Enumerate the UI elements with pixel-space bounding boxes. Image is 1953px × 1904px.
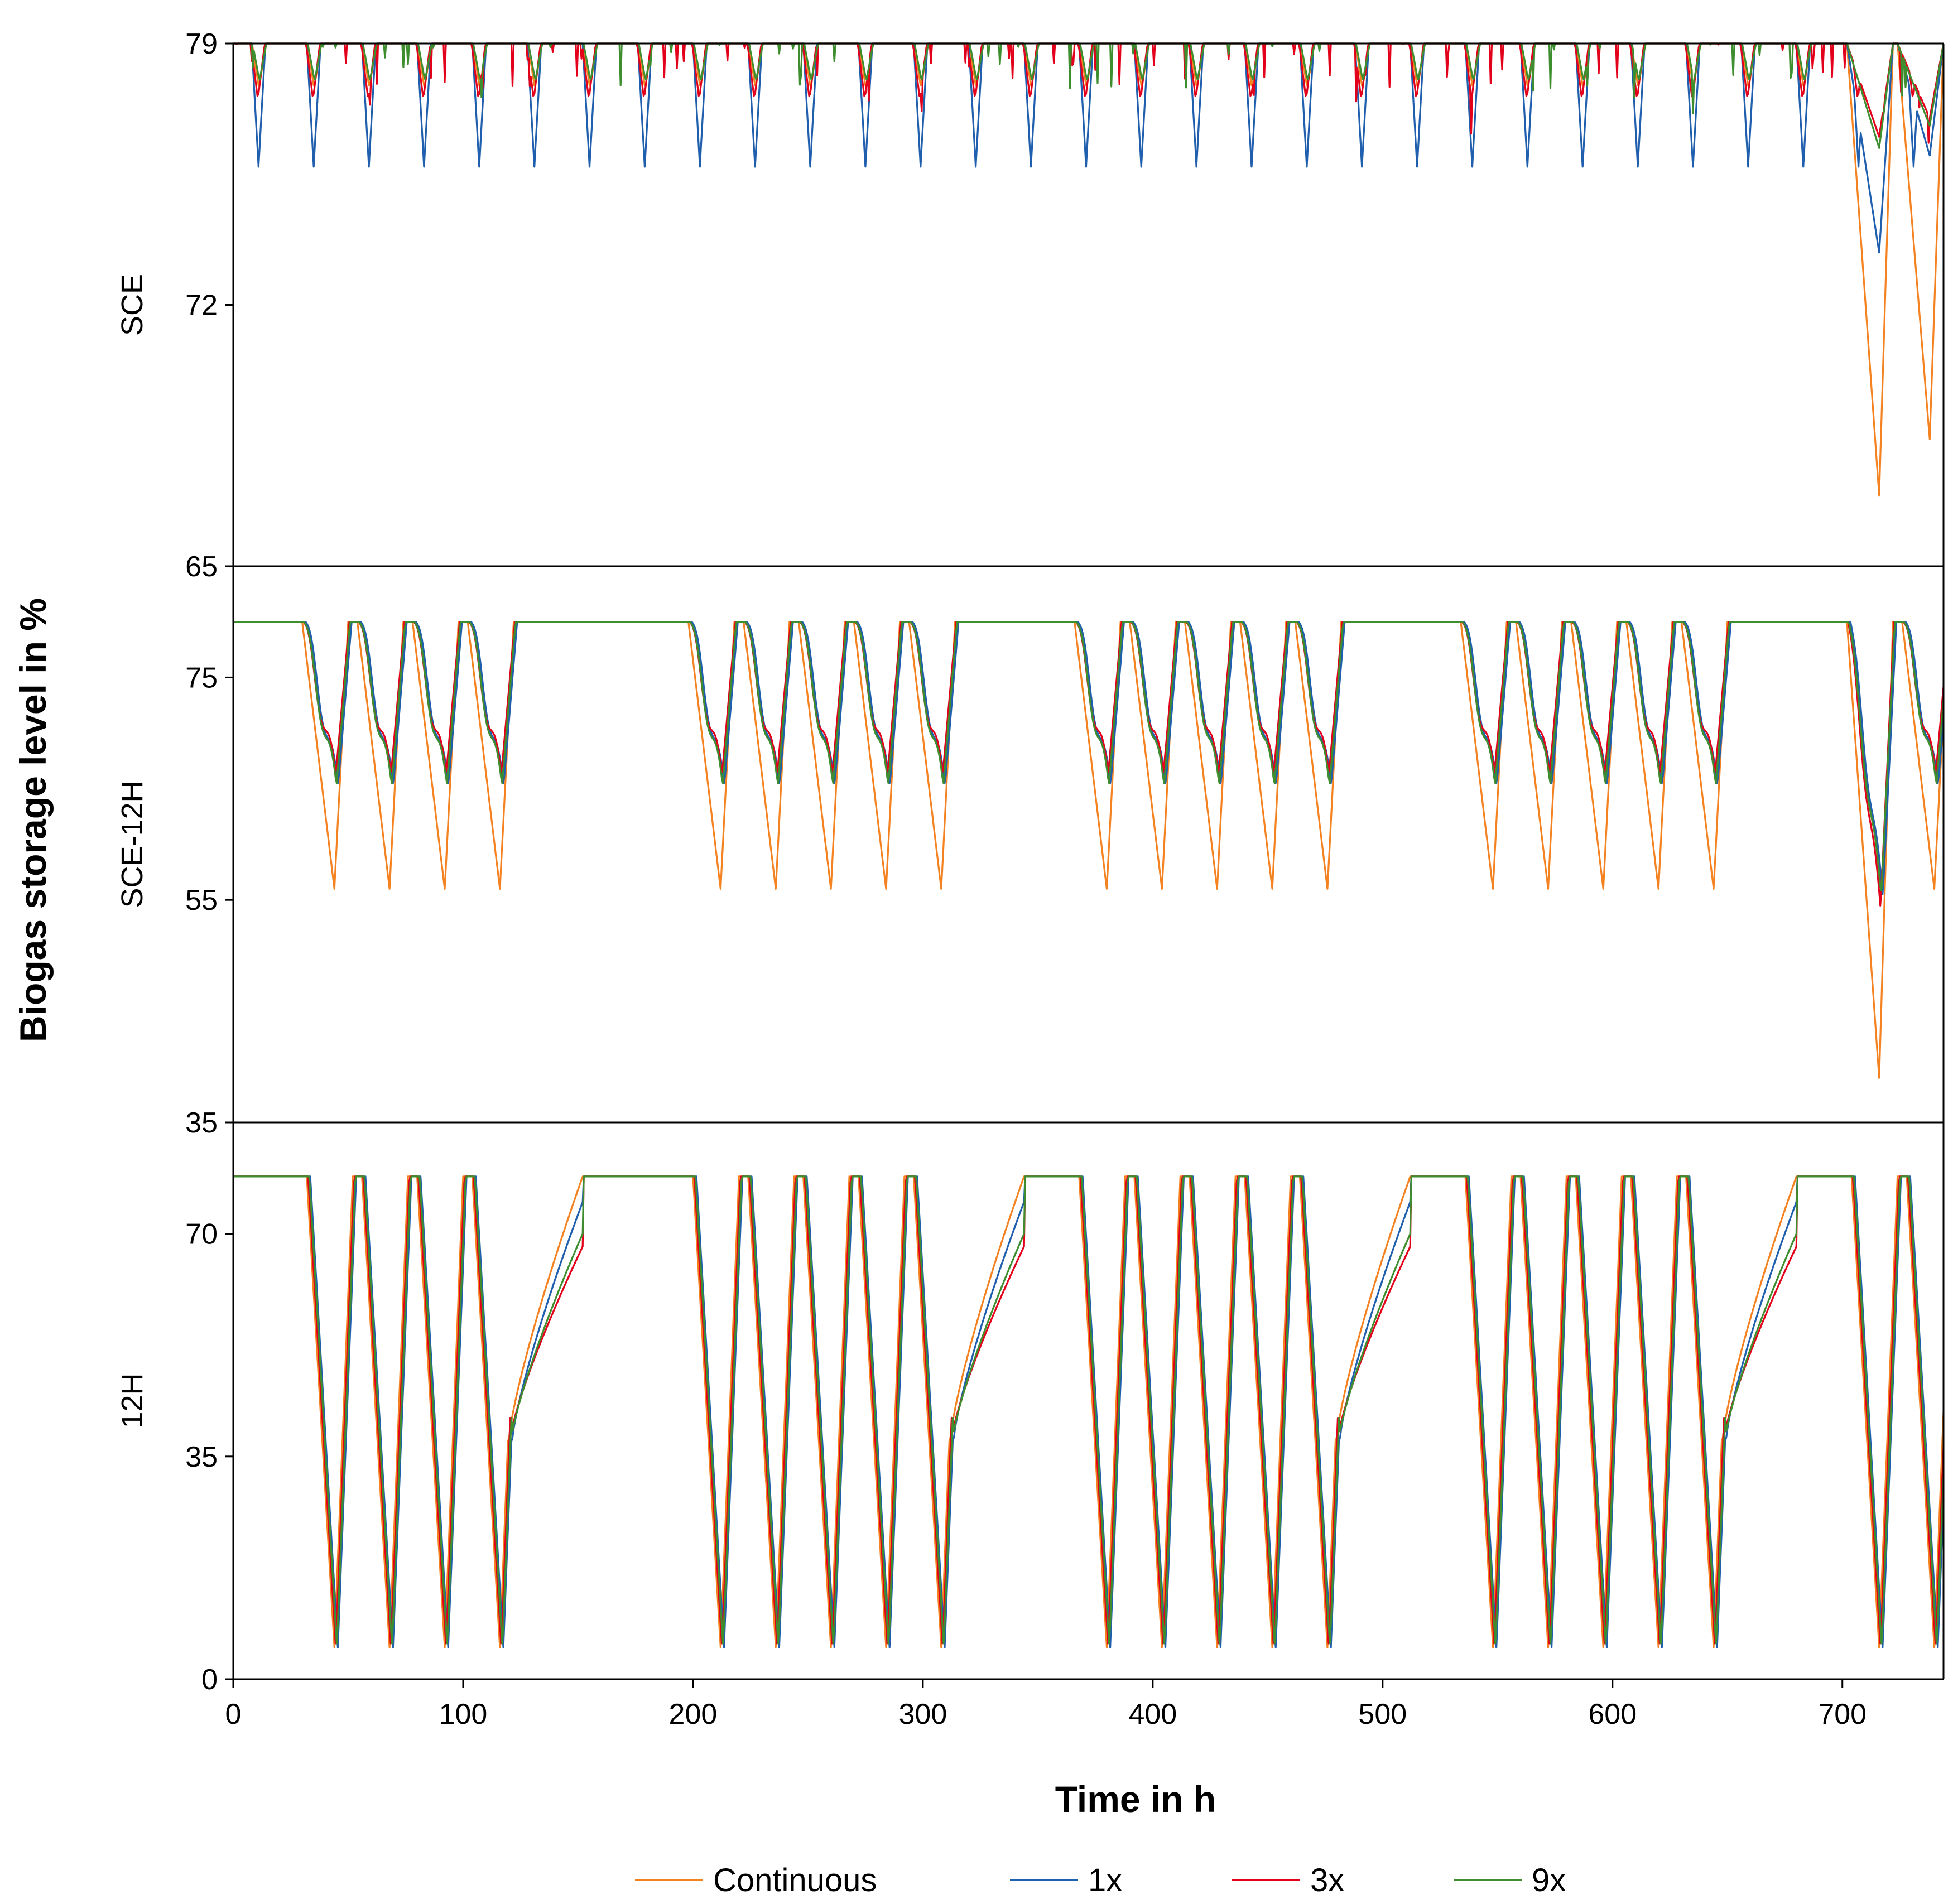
- x-tick-label: 700: [1818, 1698, 1867, 1731]
- y-tick-label: 72: [185, 290, 218, 322]
- legend-label: 9x: [1532, 1862, 1566, 1898]
- x-tick-label: 600: [1588, 1698, 1637, 1731]
- x-axis-title: Time in h: [1055, 1778, 1216, 1820]
- y-tick-label: 75: [185, 662, 218, 694]
- panel-label: SCE: [116, 274, 149, 336]
- panel-sce: [233, 42, 1945, 497]
- y-tick-label: 35: [185, 1107, 218, 1139]
- panel-label: SCE-12H: [116, 780, 149, 908]
- x-tick-label: 0: [225, 1698, 242, 1731]
- series-line-continuous: [233, 1175, 1945, 1648]
- x-tick-label: 300: [899, 1698, 947, 1731]
- x-tick-label: 200: [669, 1698, 718, 1731]
- axis-labels: 79 72 65 SCE 75 55 35 SCE-12H 70 35 0 12H 0 100 200 300…: [12, 28, 1867, 1820]
- legend-label: 3x: [1310, 1862, 1344, 1898]
- y-tick-label: 55: [185, 884, 218, 917]
- y-tick-label: 0: [201, 1664, 218, 1696]
- plot-lines: [233, 42, 1945, 1648]
- panel-sce-12h: [233, 621, 1945, 1079]
- legend-label: 1x: [1088, 1862, 1122, 1898]
- series-line-9x: [233, 621, 1945, 892]
- legend-item-3x: 3x: [1232, 1862, 1344, 1898]
- x-tick-label: 400: [1128, 1698, 1177, 1731]
- legend-item-1x: 1x: [1010, 1862, 1122, 1898]
- legend: Continuous 1x 3x 9x: [635, 1862, 1566, 1898]
- y-tick-label: 35: [185, 1441, 218, 1473]
- panel-12h: [233, 1175, 1945, 1648]
- y-axis-title: Biogas storage level in %: [12, 598, 54, 1042]
- x-tick-label: 500: [1358, 1698, 1407, 1731]
- x-tick-label: 100: [439, 1698, 488, 1731]
- legend-label: Continuous: [713, 1862, 877, 1898]
- plot-frame: [225, 42, 1945, 1688]
- legend-item-continuous: Continuous: [635, 1862, 877, 1898]
- y-tick-label: 70: [185, 1218, 218, 1251]
- panel-label: 12H: [116, 1373, 149, 1428]
- series-line-9x: [233, 1175, 1945, 1645]
- series-line-1x: [233, 1175, 1945, 1648]
- y-tick-label: 65: [185, 551, 218, 583]
- legend-item-9x: 9x: [1454, 1862, 1566, 1898]
- y-tick-label: 79: [185, 28, 218, 60]
